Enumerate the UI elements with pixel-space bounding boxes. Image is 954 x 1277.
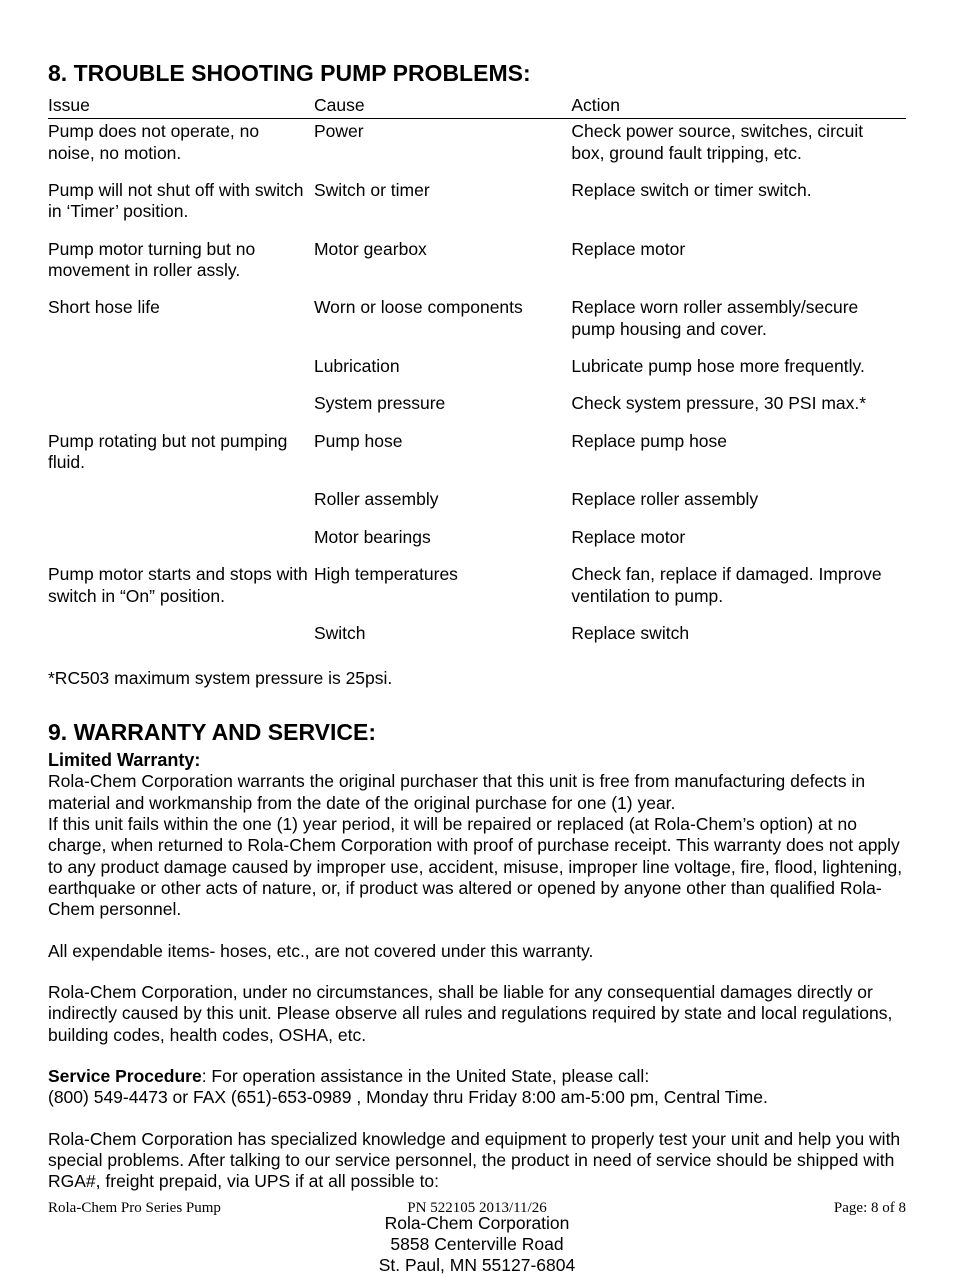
cell-action: Lubricate pump hose more frequently.	[571, 342, 906, 379]
table-row: Motor bearingsReplace motor	[48, 513, 906, 550]
page-footer: Rola-Chem Pro Series Pump PN 522105 2013…	[48, 1200, 906, 1217]
cell-issue: Pump motor turning but no movement in ro…	[48, 225, 314, 284]
cell-cause: Power	[314, 119, 571, 166]
cell-action: Check fan, replace if damaged. Improve v…	[571, 550, 906, 609]
cell-issue: Pump will not shut off with switch in ‘T…	[48, 166, 314, 225]
cell-issue	[48, 342, 314, 379]
warranty-para-2: If this unit fails within the one (1) ye…	[48, 814, 906, 921]
troubleshooting-table: Issue Cause Action Pump does not operate…	[48, 93, 906, 646]
table-row: Short hose lifeWorn or loose componentsR…	[48, 283, 906, 342]
service-procedure-para: Service Procedure: For operation assista…	[48, 1066, 906, 1109]
warranty-para-1: Rola-Chem Corporation warrants the origi…	[48, 771, 906, 814]
table-row: Pump motor starts and stops with switch …	[48, 550, 906, 609]
cell-action: Replace roller assembly	[571, 475, 906, 512]
address-line-2: 5858 Centerville Road	[390, 1234, 563, 1254]
cell-action: Replace pump hose	[571, 417, 906, 476]
table-row: Pump will not shut off with switch in ‘T…	[48, 166, 906, 225]
cell-issue: Short hose life	[48, 283, 314, 342]
cell-cause: Switch or timer	[314, 166, 571, 225]
table-row: Pump motor turning but no movement in ro…	[48, 225, 906, 284]
document-page: 8. TROUBLE SHOOTING PUMP PROBLEMS: Issue…	[0, 0, 954, 1235]
cell-action: Replace worn roller assembly/secure pump…	[571, 283, 906, 342]
cell-cause: Pump hose	[314, 417, 571, 476]
table-row: LubricationLubricate pump hose more freq…	[48, 342, 906, 379]
cell-issue	[48, 609, 314, 646]
cell-cause: Switch	[314, 609, 571, 646]
table-row: System pressureCheck system pressure, 30…	[48, 379, 906, 416]
limited-warranty-label: Limited Warranty:	[48, 750, 906, 771]
cell-cause: Lubrication	[314, 342, 571, 379]
table-row: Roller assemblyReplace roller assembly	[48, 475, 906, 512]
cell-issue	[48, 475, 314, 512]
cell-cause: Worn or loose components	[314, 283, 571, 342]
cell-action: Replace switch or timer switch.	[571, 166, 906, 225]
footer-center: PN 522105 2013/11/26	[48, 1200, 906, 1217]
col-header-cause: Cause	[314, 93, 571, 119]
cell-cause: Motor bearings	[314, 513, 571, 550]
cell-action: Check system pressure, 30 PSI max.*	[571, 379, 906, 416]
table-row: Pump does not operate, no noise, no moti…	[48, 119, 906, 166]
cell-issue	[48, 379, 314, 416]
service-procedure-label: Service Procedure	[48, 1066, 202, 1086]
cell-cause: System pressure	[314, 379, 571, 416]
cell-issue	[48, 513, 314, 550]
section9-heading: 9. WARRANTY AND SERVICE:	[48, 719, 906, 746]
service-line-2: (800) 549-4473 or FAX (651)-653-0989 , M…	[48, 1087, 768, 1107]
warranty-para-3: All expendable items- hoses, etc., are n…	[48, 941, 906, 962]
cell-issue: Pump rotating but not pumping fluid.	[48, 417, 314, 476]
cell-action: Check power source, switches, circuit bo…	[571, 119, 906, 166]
table-row: Pump rotating but not pumping fluid.Pump…	[48, 417, 906, 476]
service-line-1: : For operation assistance in the United…	[202, 1066, 649, 1086]
table-row: SwitchReplace switch	[48, 609, 906, 646]
table-body: Pump does not operate, no noise, no moti…	[48, 119, 906, 646]
address-line-3: St. Paul, MN 55127-6804	[379, 1255, 576, 1275]
col-header-issue: Issue	[48, 93, 314, 119]
cell-cause: High temperatures	[314, 550, 571, 609]
cell-issue: Pump does not operate, no noise, no moti…	[48, 119, 314, 166]
cell-action: Replace motor	[571, 513, 906, 550]
cell-cause: Roller assembly	[314, 475, 571, 512]
table-header-row: Issue Cause Action	[48, 93, 906, 119]
section8-heading: 8. TROUBLE SHOOTING PUMP PROBLEMS:	[48, 60, 906, 87]
warranty-para-5: Rola-Chem Corporation has specialized kn…	[48, 1129, 906, 1193]
col-header-action: Action	[571, 93, 906, 119]
service-address: Rola-Chem Corporation 5858 Centerville R…	[48, 1213, 906, 1277]
cell-issue: Pump motor starts and stops with switch …	[48, 550, 314, 609]
cell-action: Replace motor	[571, 225, 906, 284]
warranty-para-4: Rola-Chem Corporation, under no circumst…	[48, 982, 906, 1046]
section8-footnote: *RC503 maximum system pressure is 25psi.	[48, 668, 906, 689]
cell-action: Replace switch	[571, 609, 906, 646]
cell-cause: Motor gearbox	[314, 225, 571, 284]
